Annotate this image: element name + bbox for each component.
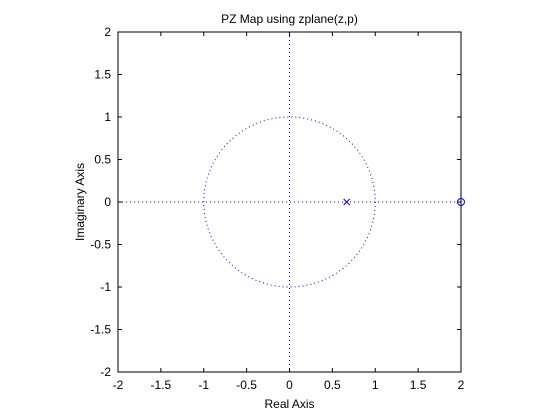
plot-area: -2 -1.5 -1 -0.5 0 0.5 1 1.5 2 2 1.5 1 0.5 0 -0.5 -1 -1.… bbox=[90, 25, 465, 392]
x-tick-label: -1 bbox=[198, 378, 209, 392]
x-tick-label: -0.5 bbox=[236, 378, 257, 392]
x-tick-label: 1.5 bbox=[410, 378, 427, 392]
y-tick-label: 2 bbox=[104, 25, 111, 39]
y-tick-labels: 2 1.5 1 0.5 0 -0.5 -1 -1.5 -2 bbox=[90, 25, 111, 379]
x-tick-label: 2 bbox=[458, 378, 465, 392]
tick-marks bbox=[117, 31, 462, 373]
guide-lines bbox=[118, 32, 461, 372]
y-axis-label: Imaginary Axis bbox=[73, 163, 87, 241]
y-tick-label: 1.5 bbox=[94, 68, 111, 82]
y-tick-label: 0 bbox=[104, 195, 111, 209]
y-tick-label: -1 bbox=[100, 280, 111, 294]
unit-circle bbox=[203, 116, 376, 288]
y-tick-label: 1 bbox=[104, 110, 111, 124]
pole-marker-stroke bbox=[343, 198, 351, 206]
zero-marker bbox=[457, 198, 465, 206]
x-tick-labels: -2 -1.5 -1 -0.5 0 0.5 1 1.5 2 bbox=[113, 378, 465, 392]
x-tick-label: 0 bbox=[286, 378, 293, 392]
pole-zero-marks bbox=[343, 198, 465, 206]
chart-title: PZ Map using zplane(z,p) bbox=[221, 12, 358, 26]
x-tick-label: 0.5 bbox=[324, 378, 341, 392]
pole-marker bbox=[343, 198, 351, 206]
y-tick-label: -2 bbox=[100, 365, 111, 379]
x-tick-label: -2 bbox=[113, 378, 124, 392]
y-tick-label: -0.5 bbox=[90, 238, 111, 252]
x-axis-label: Real Axis bbox=[264, 397, 314, 411]
x-tick-label: 1 bbox=[372, 378, 379, 392]
y-tick-label: -1.5 bbox=[90, 323, 111, 337]
y-tick-label: 0.5 bbox=[94, 153, 111, 167]
x-tick-label: -1.5 bbox=[151, 378, 172, 392]
